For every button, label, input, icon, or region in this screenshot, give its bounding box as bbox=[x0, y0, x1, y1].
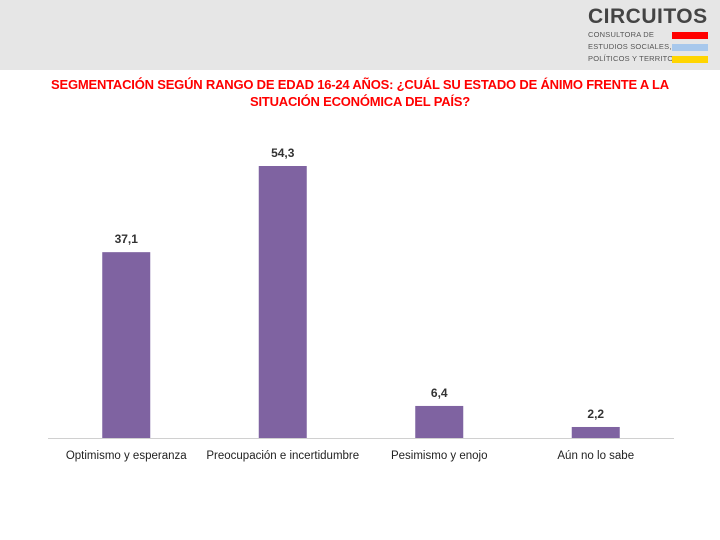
category-label: Optimismo y esperanza bbox=[65, 450, 187, 462]
category-label: Aún no lo sabe bbox=[557, 450, 635, 462]
logo-line-1: CONSULTORA DE bbox=[588, 30, 655, 39]
logo-line-2: ESTUDIOS SOCIALES, bbox=[588, 42, 672, 51]
category-label: Preocupación e incertidumbre bbox=[206, 450, 360, 462]
bar bbox=[258, 166, 307, 438]
data-label: 54,3 bbox=[271, 146, 295, 160]
data-label: 37,1 bbox=[115, 232, 139, 246]
bar bbox=[415, 405, 464, 438]
data-label: 6,4 bbox=[431, 386, 448, 400]
circuitos-logo: CIRCUITOS CONSULTORA DE ESTUDIOS SOCIALE… bbox=[588, 6, 714, 66]
bar bbox=[571, 426, 620, 438]
data-label: 2,2 bbox=[587, 407, 604, 421]
logo-bar-yellow bbox=[672, 56, 708, 63]
logo-bar-blue bbox=[672, 44, 708, 51]
logo-line-3: POLÍTICOS Y TERRITORIALES bbox=[588, 54, 702, 63]
logo-brand: CIRCUITOS bbox=[588, 5, 708, 28]
bar bbox=[102, 252, 151, 438]
header-band bbox=[0, 0, 720, 70]
category-label: Pesimismo y enojo bbox=[390, 450, 488, 462]
logo-bar-red bbox=[672, 32, 708, 39]
chart-title: SEGMENTACIÓN SEGÚN RANGO DE EDAD 16-24 A… bbox=[51, 77, 669, 109]
